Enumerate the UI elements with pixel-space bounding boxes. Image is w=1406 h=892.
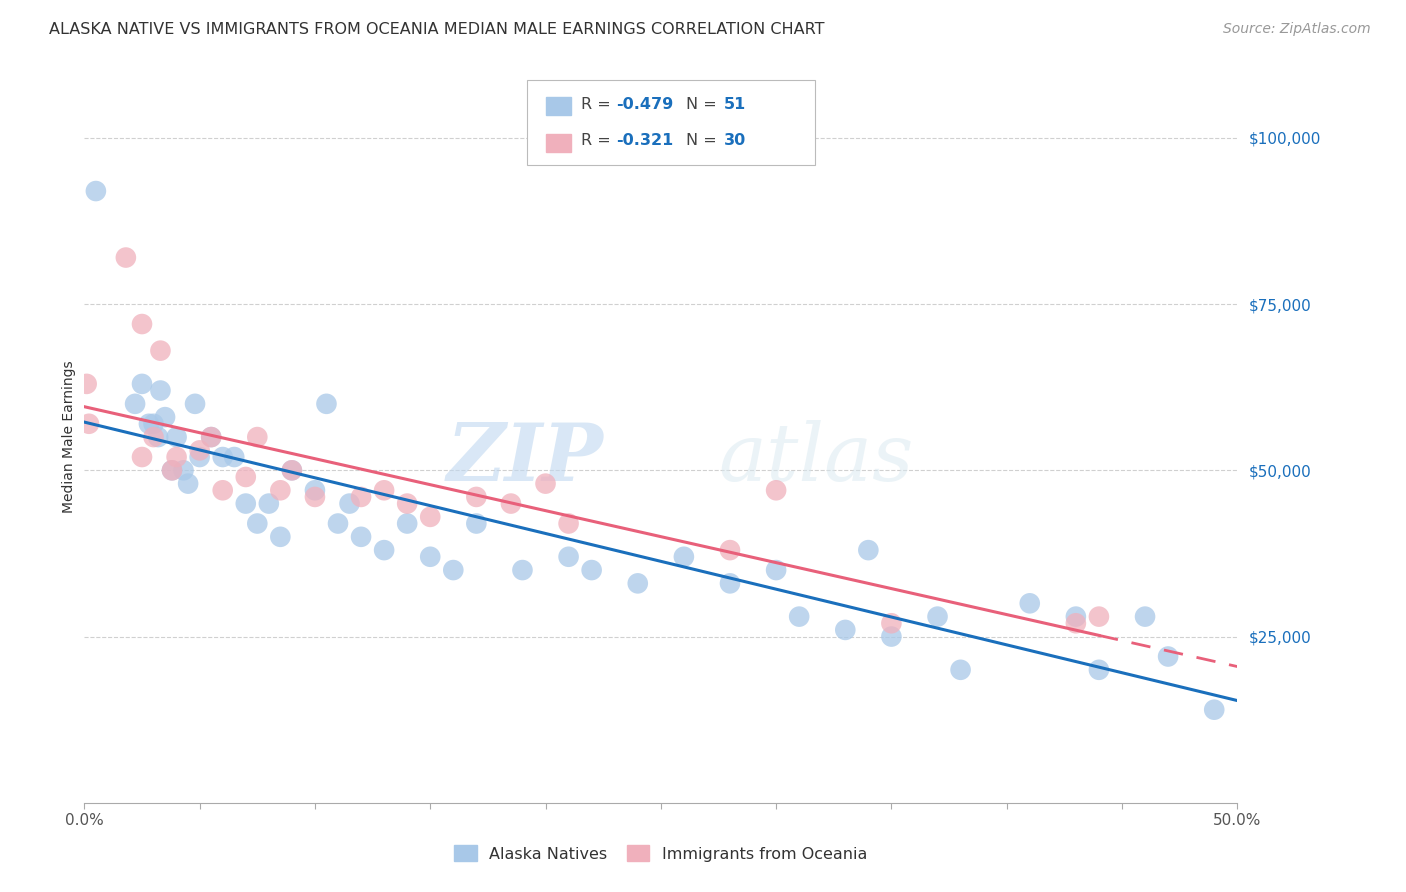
Point <box>269 483 291 498</box>
Point <box>1157 649 1180 664</box>
Text: N =: N = <box>686 134 723 148</box>
Point <box>142 417 165 431</box>
Y-axis label: Median Male Earnings: Median Male Earnings <box>62 360 76 514</box>
Point <box>235 470 257 484</box>
Point <box>211 483 233 498</box>
Point <box>1088 663 1111 677</box>
Point <box>131 376 153 391</box>
Point <box>419 509 441 524</box>
Point <box>188 443 211 458</box>
Point <box>557 516 579 531</box>
Point <box>672 549 695 564</box>
Point <box>465 490 488 504</box>
Text: -0.479: -0.479 <box>616 97 673 112</box>
Point <box>153 410 176 425</box>
Point <box>84 184 107 198</box>
Legend: Alaska Natives, Immigrants from Oceania: Alaska Natives, Immigrants from Oceania <box>449 839 873 868</box>
Text: ZIP: ZIP <box>446 420 603 498</box>
Point <box>131 450 153 464</box>
Point <box>1133 609 1156 624</box>
Text: 30: 30 <box>724 134 747 148</box>
Point <box>246 516 269 531</box>
Text: ALASKA NATIVE VS IMMIGRANTS FROM OCEANIA MEDIAN MALE EARNINGS CORRELATION CHART: ALASKA NATIVE VS IMMIGRANTS FROM OCEANIA… <box>49 22 825 37</box>
Point <box>177 476 200 491</box>
Point <box>1018 596 1040 610</box>
Point <box>166 450 188 464</box>
Point <box>224 450 246 464</box>
Point <box>304 483 326 498</box>
Point <box>281 463 304 477</box>
Point <box>77 417 100 431</box>
Point <box>858 543 880 558</box>
Text: Source: ZipAtlas.com: Source: ZipAtlas.com <box>1223 22 1371 37</box>
Point <box>718 543 741 558</box>
Point <box>718 576 741 591</box>
Point <box>765 563 787 577</box>
Point <box>419 549 441 564</box>
Point <box>138 417 160 431</box>
Point <box>350 530 373 544</box>
Point <box>304 490 326 504</box>
Point <box>927 609 949 624</box>
Point <box>512 563 534 577</box>
Point <box>188 450 211 464</box>
Point <box>160 463 183 477</box>
Point <box>949 663 972 677</box>
Point <box>396 497 419 511</box>
Point <box>149 343 172 358</box>
Point <box>76 376 98 391</box>
Point <box>534 476 557 491</box>
Point <box>315 397 337 411</box>
Point <box>131 317 153 331</box>
Point <box>146 430 169 444</box>
Point <box>373 543 395 558</box>
Text: R =: R = <box>581 97 616 112</box>
Text: N =: N = <box>686 97 723 112</box>
Point <box>834 623 856 637</box>
Point <box>339 497 361 511</box>
Point <box>257 497 280 511</box>
Text: atlas: atlas <box>718 420 914 498</box>
Point <box>557 549 579 564</box>
Point <box>441 563 464 577</box>
Point <box>200 430 222 444</box>
Text: R =: R = <box>581 134 616 148</box>
Point <box>166 430 188 444</box>
Point <box>184 397 207 411</box>
Point <box>350 490 373 504</box>
Point <box>200 430 222 444</box>
Point <box>246 430 269 444</box>
Point <box>880 630 903 644</box>
Point <box>326 516 349 531</box>
Point <box>1088 609 1111 624</box>
Point <box>1204 703 1226 717</box>
Point <box>1064 616 1087 631</box>
Point <box>1064 609 1087 624</box>
Point <box>880 616 903 631</box>
Point <box>149 384 172 398</box>
Point <box>124 397 146 411</box>
Text: 51: 51 <box>724 97 747 112</box>
Point <box>281 463 304 477</box>
Point <box>765 483 787 498</box>
Point <box>235 497 257 511</box>
Point <box>465 516 488 531</box>
Point <box>173 463 195 477</box>
Point <box>115 251 138 265</box>
Point <box>211 450 233 464</box>
Point <box>581 563 603 577</box>
Point <box>373 483 395 498</box>
Text: -0.321: -0.321 <box>616 134 673 148</box>
Point <box>499 497 522 511</box>
Point <box>160 463 183 477</box>
Point <box>787 609 810 624</box>
Point <box>396 516 419 531</box>
Point <box>627 576 650 591</box>
Point <box>142 430 165 444</box>
Point <box>269 530 291 544</box>
